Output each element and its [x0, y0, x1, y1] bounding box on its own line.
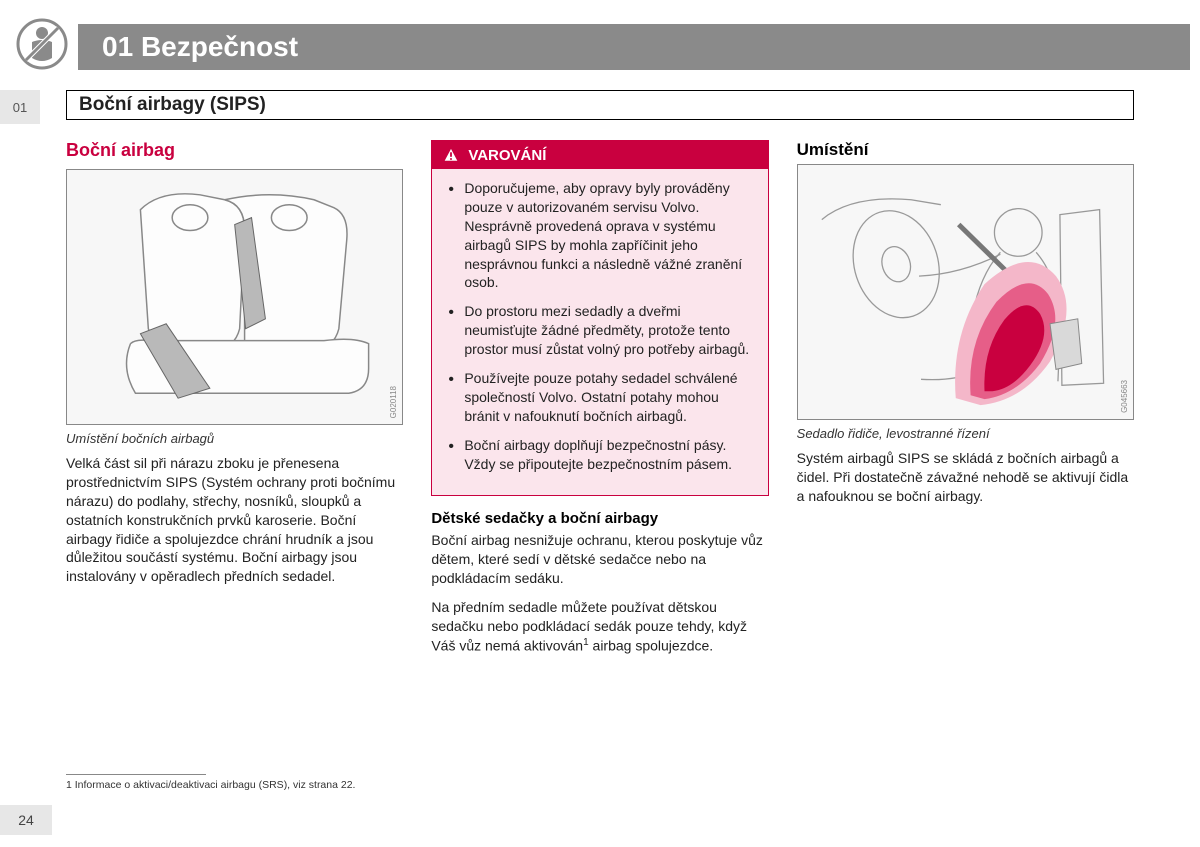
- footnote-area: 1 Informace o aktivaci/deaktivaci airbag…: [66, 766, 466, 791]
- warning-header: VAROVÁNÍ: [432, 141, 767, 169]
- col3-heading: Umístění: [797, 140, 1134, 160]
- figure-code: G020118: [389, 386, 398, 418]
- warning-list: Doporučujeme, aby opravy byly prováděny …: [446, 179, 753, 473]
- column-2: VAROVÁNÍ Doporučujeme, aby opravy byly p…: [431, 140, 768, 665]
- child-seat-p2: Na předním sedadle můžete používat dětsk…: [431, 598, 768, 655]
- warning-label: VAROVÁNÍ: [468, 147, 546, 164]
- seatbelt-icon: [16, 18, 68, 70]
- warning-item: Používejte pouze potahy sedadel schválen…: [446, 369, 753, 426]
- column-3: Umístění: [797, 140, 1134, 665]
- col1-heading: Boční airbag: [66, 140, 403, 161]
- figure-driver-seat-airbag: G045663: [797, 164, 1134, 420]
- footnote-rule: [66, 774, 206, 775]
- col3-body: Systém airbagů SIPS se skládá z bočních …: [797, 449, 1134, 506]
- figure-caption: Umístění bočních airbagů: [66, 431, 403, 446]
- warning-box: VAROVÁNÍ Doporučujeme, aby opravy byly p…: [431, 140, 768, 496]
- warning-body: Doporučujeme, aby opravy byly prováděny …: [432, 169, 767, 495]
- section-heading: Boční airbagy (SIPS): [66, 90, 1134, 120]
- warning-triangle-icon: [442, 146, 460, 164]
- warning-item: Boční airbagy doplňují bezpečnostní pásy…: [446, 436, 753, 474]
- page-number: 24: [0, 805, 52, 835]
- column-1: Boční airbag G020118 Umístění boční: [66, 140, 403, 665]
- figure-side-airbag-seat: G020118: [66, 169, 403, 425]
- footnote-text: 1 Informace o aktivaci/deaktivaci airbag…: [66, 779, 466, 791]
- child-seat-heading: Dětské sedačky a boční airbagy: [431, 510, 768, 527]
- chapter-title: 01 Bezpečnost: [102, 31, 298, 63]
- warning-item: Do prostoru mezi sedadly a dveřmi neumis…: [446, 302, 753, 359]
- figure-code: G045663: [1120, 380, 1129, 413]
- content-columns: Boční airbag G020118 Umístění boční: [66, 140, 1134, 665]
- chapter-header: 01 Bezpečnost: [78, 24, 1190, 70]
- col1-body: Velká část sil při nárazu zboku je přene…: [66, 454, 403, 586]
- child-seat-p1: Boční airbag nesnižuje ochranu, kterou p…: [431, 531, 768, 588]
- warning-item: Doporučujeme, aby opravy byly prováděny …: [446, 179, 753, 292]
- figure-caption: Sedadlo řidiče, levostranné řízení: [797, 426, 1134, 441]
- side-chapter-tab: 01: [0, 90, 40, 124]
